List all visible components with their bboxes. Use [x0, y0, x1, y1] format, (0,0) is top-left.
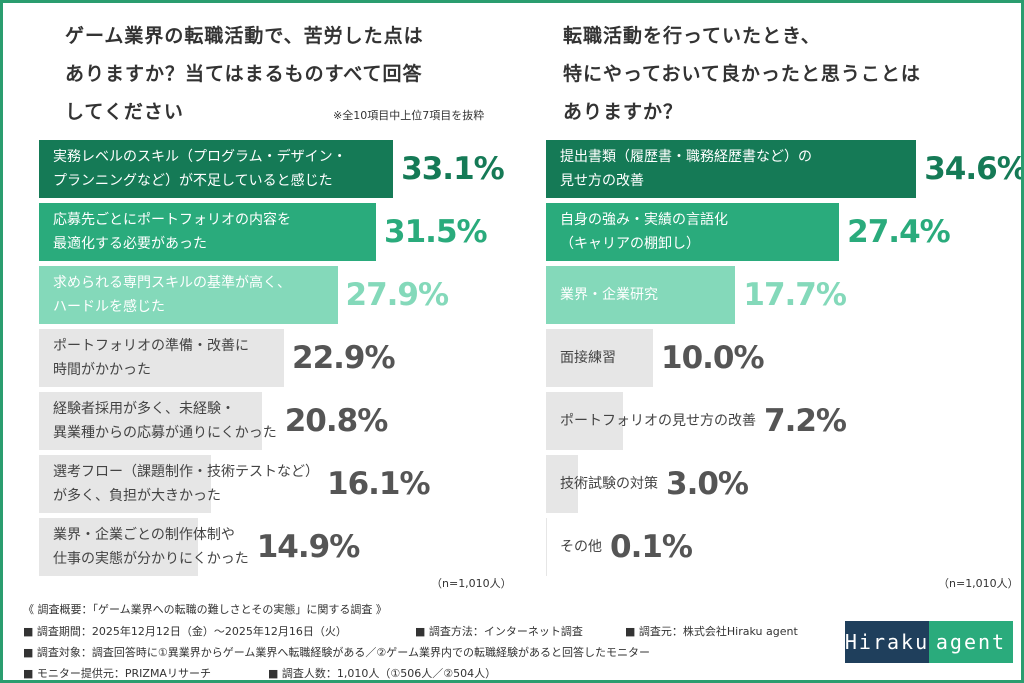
category-label: その他 — [560, 539, 602, 555]
category-label: 業界・企業ごとの制作体制や 仕事の実態が分かりにくかった — [53, 527, 249, 567]
sample-size: （n=1,010人） — [431, 577, 512, 590]
survey-item: ■ 調査対象：調査回答時に①異業界からゲーム業界へ転職経験がある／②ゲーム業界内… — [23, 646, 650, 659]
value-label: 10.0% — [661, 340, 765, 376]
value-label: 22.9% — [292, 340, 396, 376]
category-label: 面接練習 — [560, 350, 616, 366]
bar — [546, 203, 840, 261]
survey-item: ■ 調査期間：2025年12月12日（金）～2025年12月16日（火） — [23, 625, 347, 638]
survey-item: ■ 調査方法：インターネット調査 — [415, 625, 583, 638]
bar-row: その他 0.1% — [546, 518, 1021, 576]
bar-row: 技術試験の対策 3.0% — [546, 455, 1021, 513]
bar-row: 実務レベルのスキル（プログラム・デザイン・ プランニングなど）が不足していると感… — [39, 140, 519, 198]
category-label: 提出書類（履歴書・職務経歴書など）の 見せ方の改善 — [560, 149, 812, 189]
survey-item: ■ 調査元：株式会社Hiraku agent — [625, 625, 798, 638]
category-label: 技術試験の対策 — [560, 476, 658, 492]
category-label: 応募先ごとにポートフォリオの内容を 最適化する必要があった — [53, 212, 291, 252]
logo: Hiraku — [845, 621, 929, 663]
sample-size: （n=1,010人） — [938, 577, 1019, 590]
bar — [546, 329, 653, 387]
bar-row: 提出書類（履歴書・職務経歴書など）の 見せ方の改善 34.6% — [546, 140, 1024, 198]
bar — [546, 266, 736, 324]
bar-row: 応募先ごとにポートフォリオの内容を 最適化する必要があった 31.5% — [39, 203, 519, 261]
value-label: 0.1% — [610, 529, 693, 565]
value-label: 14.9% — [256, 529, 361, 565]
bar — [39, 329, 285, 387]
bar — [39, 455, 212, 513]
bar — [39, 266, 338, 324]
category-label: 求められる専門スキルの基準が高く、 ハードルを感じた — [53, 275, 291, 315]
survey-item: ■ モニター提供元：PRIZMAリサーチ — [23, 667, 211, 680]
bar — [39, 518, 199, 576]
bar-row: ポートフォリオの準備・改善に 時間がかかった 22.9% — [39, 329, 519, 387]
category-label: 業界・企業研究 — [560, 287, 658, 303]
chart-title: 転職活動を行っていたとき、 特にやっておいて良かったと思うことは ありますか？ — [563, 25, 921, 123]
chart-title: ゲーム業界の転職活動で、苦労した点は ありますか？当てはまるものすべて回答 して… — [65, 25, 424, 123]
value-label: 34.6% — [924, 151, 1024, 187]
bar — [546, 455, 579, 513]
value-label: 27.9% — [345, 277, 450, 313]
value-label: 7.2% — [764, 403, 847, 439]
value-label: 3.0% — [666, 466, 749, 502]
bar-row: 選考フロー（課題制作・技術テストなど） が多く、負担が大きかった 16.1% — [39, 455, 519, 513]
value-label: 16.1% — [327, 466, 431, 502]
survey-item: ■ 調査人数：1,010人（①506人／②504人） — [268, 667, 497, 680]
logo: agent — [929, 621, 1013, 663]
bar — [546, 140, 917, 198]
category-label: 自身の強み・実績の言語化 （キャリアの棚卸し） — [560, 212, 728, 252]
category-label: 選考フロー（課題制作・技術テストなど） が多く、負担が大きかった — [53, 464, 319, 504]
bar — [39, 392, 262, 450]
value-label: 17.7% — [743, 277, 847, 313]
category-label: 経験者採用が多く、未経験・ 異業種からの応募が通りにくかった — [53, 401, 277, 441]
value-label: 20.8% — [284, 403, 389, 439]
category-label: ポートフォリオの見せ方の改善 — [560, 413, 756, 429]
bar-row: ポートフォリオの見せ方の改善 7.2% — [546, 392, 1021, 450]
survey-heading: 《 調査概要：「ゲーム業界への転職の難しさとその実態」に関する調査 》 — [23, 603, 387, 616]
bar — [546, 518, 548, 576]
bar-row: 業界・企業研究 17.7% — [546, 266, 1021, 324]
value-label: 31.5% — [384, 214, 488, 250]
bar-row: 業界・企業ごとの制作体制や 仕事の実態が分かりにくかった 14.9% — [39, 518, 519, 576]
value-label: 27.4% — [847, 214, 951, 250]
bar — [39, 203, 377, 261]
bar-row: 面接練習 10.0% — [546, 329, 1021, 387]
value-label: 33.1% — [401, 151, 505, 187]
bar — [546, 392, 624, 450]
category-label: ポートフォリオの準備・改善に 時間がかかった — [53, 338, 249, 378]
bar-row: 自身の強み・実績の言語化 （キャリアの棚卸し） 27.4% — [546, 203, 1021, 261]
note: ※全10項目中上位7項目を抜粋 — [333, 109, 485, 122]
bar — [39, 140, 394, 198]
bar-row: 求められる専門スキルの基準が高く、 ハードルを感じた 27.9% — [39, 266, 519, 324]
category-label: 実務レベルのスキル（プログラム・デザイン・ プランニングなど）が不足していると感… — [53, 149, 347, 189]
bar-row: 経験者採用が多く、未経験・ 異業種からの応募が通りにくかった 20.8% — [39, 392, 519, 450]
